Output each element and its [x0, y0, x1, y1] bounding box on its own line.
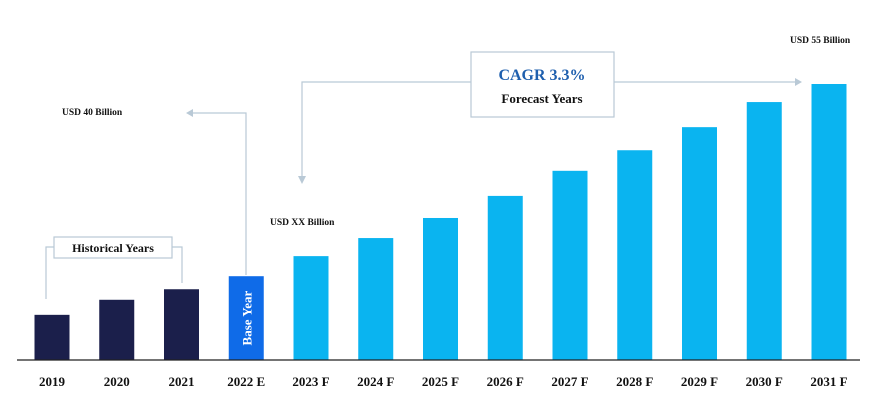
value-label-2022: USD 40 Billion: [62, 108, 123, 118]
x-tick-label: 2024 F: [357, 374, 394, 389]
x-tick-label: 2020: [104, 374, 130, 389]
bar-2028-f: [617, 150, 653, 360]
forecast-connector: [301, 51, 795, 178]
bar-2024-f: [358, 238, 394, 360]
x-tick-label: 2021: [169, 374, 195, 389]
historical-bracket: [45, 236, 183, 299]
x-tick-label: 2030 F: [746, 374, 783, 389]
bar-2022-e: [228, 276, 264, 360]
bar-2025-f: [423, 217, 458, 360]
bar-2020: [99, 299, 135, 360]
arrow-right-icon: [795, 78, 802, 86]
bar-2023-f: [293, 256, 329, 360]
x-tick-label: 2022 E: [227, 374, 265, 389]
bar-2021: [164, 289, 199, 360]
x-tick-label: 2027 F: [551, 374, 588, 389]
x-tick-label: 2031 F: [810, 374, 847, 389]
value-label-2023: USD XX Billion: [270, 218, 335, 228]
arrow-left-icon: [186, 109, 193, 117]
historical-years-label: Historical Years: [72, 241, 154, 255]
x-tick-label: 2019: [39, 374, 66, 389]
bar-2031-f: [811, 84, 847, 360]
value-label-2031: USD 55 Billion: [790, 36, 851, 46]
bar-2030-f: [746, 102, 782, 360]
x-tick-label: 2023 F: [292, 374, 329, 389]
cagr-label: CAGR 3.3%: [498, 67, 585, 84]
x-tick-label: 2028 F: [616, 374, 653, 389]
x-tick-label: 2025 F: [422, 374, 459, 389]
x-tick-label: 2029 F: [681, 374, 718, 389]
x-tick-label: 2026 F: [487, 374, 524, 389]
bar-2027-f: [552, 170, 588, 360]
forecast-years-label: Forecast Years: [501, 91, 582, 106]
base-year-label: Base Year: [239, 290, 254, 345]
arrow-down-icon: [298, 176, 306, 184]
bar-2026-f: [487, 195, 523, 360]
bar-2029-f: [682, 127, 717, 360]
bar-2019: [34, 314, 70, 360]
base-year-connector: [192, 112, 247, 275]
